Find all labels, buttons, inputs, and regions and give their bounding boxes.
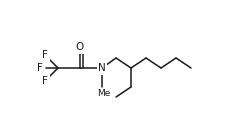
Text: F: F [37, 63, 43, 73]
Text: O: O [76, 42, 84, 52]
Text: Me: Me [97, 88, 110, 98]
Text: F: F [42, 76, 48, 86]
Text: F: F [42, 50, 48, 60]
Text: N: N [98, 63, 105, 73]
